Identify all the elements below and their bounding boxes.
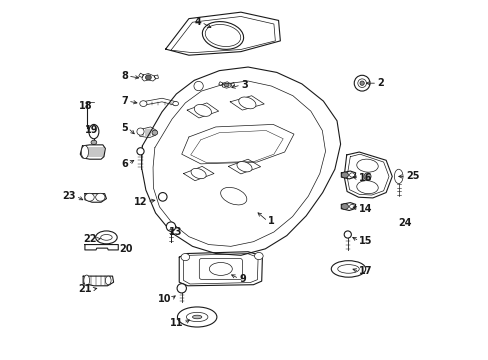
Text: 8: 8 xyxy=(121,71,128,81)
Ellipse shape xyxy=(105,276,111,285)
Ellipse shape xyxy=(337,265,359,273)
Ellipse shape xyxy=(224,83,228,87)
Ellipse shape xyxy=(357,79,366,87)
Ellipse shape xyxy=(349,204,354,209)
Ellipse shape xyxy=(137,148,144,155)
Text: 13: 13 xyxy=(169,227,183,237)
Ellipse shape xyxy=(349,173,354,177)
Ellipse shape xyxy=(341,204,348,210)
Text: 23: 23 xyxy=(62,191,76,201)
Text: 17: 17 xyxy=(359,266,372,276)
Text: 6: 6 xyxy=(121,159,128,169)
Text: 18: 18 xyxy=(79,102,92,112)
Ellipse shape xyxy=(359,81,364,85)
Text: 5: 5 xyxy=(121,123,128,133)
Text: 12: 12 xyxy=(133,197,147,207)
Ellipse shape xyxy=(177,307,217,327)
Ellipse shape xyxy=(85,193,94,201)
Ellipse shape xyxy=(394,169,402,184)
Text: 14: 14 xyxy=(359,204,372,214)
Ellipse shape xyxy=(177,284,186,293)
Ellipse shape xyxy=(172,102,178,106)
Ellipse shape xyxy=(209,262,232,275)
Ellipse shape xyxy=(166,222,175,231)
Ellipse shape xyxy=(356,181,377,194)
Text: 19: 19 xyxy=(85,125,98,135)
Text: 1: 1 xyxy=(267,216,274,226)
Ellipse shape xyxy=(191,168,206,179)
Ellipse shape xyxy=(81,145,88,158)
Ellipse shape xyxy=(181,253,189,261)
Ellipse shape xyxy=(194,81,203,91)
Ellipse shape xyxy=(236,162,252,172)
Text: 4: 4 xyxy=(194,17,201,27)
Text: 9: 9 xyxy=(239,274,245,284)
Ellipse shape xyxy=(145,75,151,80)
Ellipse shape xyxy=(202,22,243,49)
Text: 3: 3 xyxy=(241,80,247,90)
Ellipse shape xyxy=(356,159,377,172)
Ellipse shape xyxy=(137,128,144,135)
Ellipse shape xyxy=(91,140,97,144)
Ellipse shape xyxy=(158,193,167,201)
Ellipse shape xyxy=(96,193,105,201)
Ellipse shape xyxy=(341,172,348,178)
Ellipse shape xyxy=(238,97,256,109)
Ellipse shape xyxy=(101,234,112,240)
Text: 11: 11 xyxy=(170,319,183,328)
Text: 21: 21 xyxy=(79,284,92,294)
FancyBboxPatch shape xyxy=(199,258,242,279)
Ellipse shape xyxy=(83,275,89,286)
Ellipse shape xyxy=(89,125,99,139)
Ellipse shape xyxy=(194,104,211,116)
Ellipse shape xyxy=(353,75,369,91)
Text: 22: 22 xyxy=(83,234,97,244)
Ellipse shape xyxy=(205,24,240,46)
Ellipse shape xyxy=(152,130,158,135)
Text: 10: 10 xyxy=(157,294,171,304)
Ellipse shape xyxy=(192,315,202,319)
Text: 24: 24 xyxy=(398,218,411,228)
Text: 20: 20 xyxy=(119,244,132,254)
Ellipse shape xyxy=(186,312,207,321)
Ellipse shape xyxy=(363,173,370,180)
Ellipse shape xyxy=(344,231,351,238)
Ellipse shape xyxy=(140,101,147,107)
Ellipse shape xyxy=(254,252,263,260)
Text: 7: 7 xyxy=(121,96,128,106)
Ellipse shape xyxy=(220,188,246,205)
Ellipse shape xyxy=(330,261,365,277)
Text: 2: 2 xyxy=(376,78,383,88)
Text: 16: 16 xyxy=(359,173,372,183)
Text: 15: 15 xyxy=(359,236,372,246)
Ellipse shape xyxy=(96,231,117,244)
Text: 25: 25 xyxy=(405,171,419,181)
